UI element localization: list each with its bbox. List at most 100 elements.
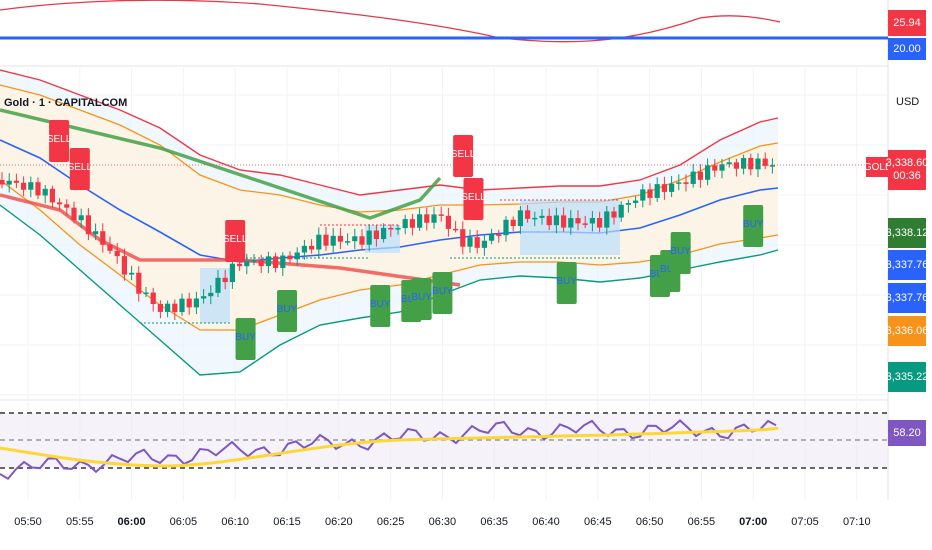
candle — [165, 303, 171, 312]
candle — [229, 263, 235, 283]
candle — [309, 245, 315, 250]
signal-label: BUY — [556, 276, 577, 287]
candle — [28, 182, 34, 190]
candle — [431, 214, 437, 223]
time-tick-label: 06:30 — [429, 516, 457, 528]
price-scale-chip: 3,337.76 — [886, 283, 928, 313]
candle — [453, 228, 459, 231]
candle — [604, 211, 610, 228]
candle — [129, 272, 135, 275]
candle — [251, 260, 257, 262]
candle — [611, 211, 617, 218]
top-indicator-line — [0, 0, 781, 43]
signal-label: BUY — [235, 332, 256, 343]
candle — [647, 189, 653, 198]
signal-label: BUY — [650, 269, 671, 280]
signal-label: BUY — [277, 304, 298, 315]
candle — [719, 164, 725, 171]
candle — [683, 182, 689, 184]
candle — [244, 260, 250, 267]
time-tick-label: 06:45 — [584, 516, 612, 528]
candle — [215, 277, 221, 293]
candle — [21, 182, 27, 190]
buy-signal — [743, 205, 764, 247]
candle — [582, 223, 588, 225]
candle — [661, 184, 667, 192]
candle — [712, 165, 718, 171]
candle — [741, 157, 747, 169]
price-scale-chip: 3,336.06 — [886, 316, 928, 346]
candle — [345, 241, 351, 243]
rsi-line — [0, 419, 777, 481]
time-tick-label: 06:10 — [221, 516, 249, 528]
sell-signal — [463, 178, 484, 220]
buy-signal — [235, 318, 256, 360]
candle — [748, 157, 754, 170]
candle — [373, 230, 379, 240]
candle — [237, 263, 243, 267]
candle — [201, 296, 207, 299]
candle — [71, 207, 77, 221]
time-tick-label: 06:50 — [636, 516, 664, 528]
time-tick-label: 06:40 — [532, 516, 560, 528]
buy-signal — [670, 232, 691, 274]
time-tick-label: 06:00 — [118, 516, 146, 528]
candle — [489, 234, 495, 241]
candle — [265, 256, 271, 267]
symbol-tag: GOLD — [864, 157, 892, 177]
signal-label: BUY — [660, 264, 681, 275]
price-scale-chip: 3,335.22 — [886, 362, 928, 392]
sell-signal — [69, 148, 90, 190]
candle — [733, 162, 739, 169]
range-zones — [140, 199, 620, 324]
candle — [150, 292, 156, 305]
candle — [467, 237, 473, 247]
candle — [568, 218, 574, 228]
candle — [510, 219, 516, 227]
signal-label: BUY — [432, 286, 453, 297]
currency-label: USD — [896, 96, 920, 108]
sell-signal — [225, 220, 246, 262]
outer-upper-band — [0, 69, 779, 196]
candle — [561, 215, 567, 228]
signal-label: SELL — [461, 192, 486, 203]
candle — [49, 188, 55, 203]
candle — [633, 200, 639, 204]
time-tick-label: 07:10 — [843, 516, 871, 528]
candle — [121, 256, 127, 275]
candle — [517, 210, 523, 227]
resistance-line — [0, 108, 442, 220]
time-tick-label: 05:50 — [14, 516, 42, 528]
candle — [762, 158, 768, 166]
candle — [726, 162, 732, 165]
candle — [57, 202, 63, 205]
candle — [395, 228, 401, 230]
candle — [193, 298, 199, 308]
symbol-title[interactable]: Gold · 1 · CAPITALCOM — [4, 97, 128, 109]
candle — [654, 184, 660, 198]
candle — [589, 218, 595, 224]
candle — [445, 215, 451, 229]
candle — [597, 218, 603, 228]
signal-label: BUY — [743, 219, 764, 230]
candle — [352, 236, 358, 242]
time-axis[interactable]: 05:50 05:55 06:00 06:05 06:10 06:15 06:20 06:25… — [14, 516, 870, 528]
signal-label: BUY — [401, 294, 422, 305]
candle — [575, 218, 581, 224]
signal-label: BUY — [670, 246, 691, 257]
candle — [64, 204, 70, 208]
signal-label: BUY — [411, 292, 432, 303]
candle — [330, 235, 336, 246]
candle — [690, 171, 696, 184]
buy-signal — [411, 278, 432, 320]
price-scale-chip: 3,338.12 — [886, 218, 928, 248]
time-tick-label: 06:35 — [480, 516, 508, 528]
time-tick-label: 07:00 — [739, 516, 767, 528]
candle — [42, 188, 48, 196]
buy-signal — [370, 285, 391, 327]
time-tick-label: 06:05 — [170, 516, 198, 528]
signal-label: SELL — [47, 134, 72, 145]
candle — [337, 235, 343, 242]
candle — [366, 230, 372, 245]
